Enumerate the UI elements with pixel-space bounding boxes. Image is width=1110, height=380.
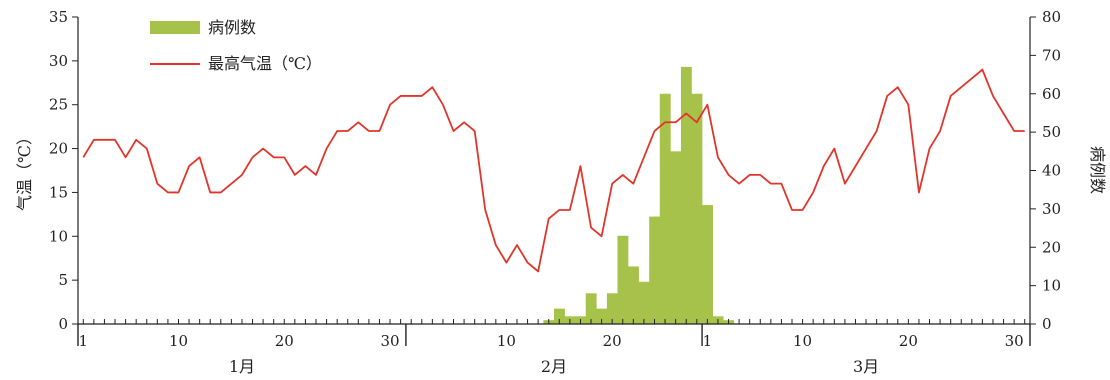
case-bar bbox=[585, 293, 597, 324]
month-label: 2月 bbox=[541, 357, 567, 376]
left-tick-label: 25 bbox=[49, 96, 68, 114]
axes: 0 5 10 15 20 25 30 35 0 10 20 30 40 50 60 70 80 气温（℃） 病例数 1… bbox=[15, 8, 1107, 376]
right-axis-title: 病例数 bbox=[1088, 146, 1107, 194]
day-tick-label: 1 bbox=[79, 332, 89, 350]
right-tick-label: 80 bbox=[1042, 8, 1061, 26]
day-tick-label: 20 bbox=[603, 332, 622, 350]
right-tick-label: 50 bbox=[1042, 123, 1061, 141]
left-tick-label: 0 bbox=[58, 315, 68, 333]
right-tick-label: 10 bbox=[1042, 277, 1061, 295]
case-bar bbox=[628, 266, 639, 324]
left-tick-label: 20 bbox=[49, 140, 68, 158]
day-tick-label: 10 bbox=[497, 332, 516, 350]
legend-bar-label: 病例数 bbox=[208, 18, 256, 37]
day-tick-label: 20 bbox=[275, 332, 294, 350]
left-tick-label: 15 bbox=[49, 183, 68, 201]
max-temperature-line bbox=[82, 68, 1025, 273]
day-tick-label: 20 bbox=[899, 332, 918, 350]
temperature-line bbox=[82, 68, 1025, 273]
month-label: 3月 bbox=[853, 357, 879, 376]
day-tick-label: 10 bbox=[793, 332, 812, 350]
left-tick-label: 5 bbox=[58, 271, 68, 289]
right-tick-label: 20 bbox=[1042, 238, 1061, 256]
right-tick-label: 40 bbox=[1042, 162, 1061, 180]
case-bar bbox=[702, 205, 713, 324]
left-tick-label: 10 bbox=[49, 227, 68, 245]
right-tick-label: 60 bbox=[1042, 85, 1061, 103]
case-bar bbox=[659, 93, 671, 324]
day-tick-label: 10 bbox=[169, 332, 188, 350]
right-tick-label: 0 bbox=[1042, 315, 1052, 333]
day-tick-label: 1 bbox=[703, 332, 713, 350]
case-bar bbox=[691, 93, 703, 324]
left-tick-label: 35 bbox=[49, 8, 68, 26]
case-count-bars bbox=[543, 66, 735, 324]
legend-line-label: 最高气温（℃） bbox=[208, 54, 322, 73]
case-bar bbox=[596, 308, 608, 324]
case-bar bbox=[680, 66, 692, 324]
case-bar bbox=[649, 216, 661, 324]
case-bar bbox=[617, 235, 629, 324]
case-bar bbox=[606, 293, 618, 324]
day-tick-label: 30 bbox=[1005, 332, 1024, 350]
day-tick-label: 30 bbox=[380, 332, 399, 350]
case-bar bbox=[638, 281, 650, 324]
left-axis-title: 气温（℃） bbox=[15, 129, 34, 211]
case-bar bbox=[670, 151, 682, 324]
case-bar bbox=[554, 308, 565, 324]
left-tick-label: 30 bbox=[49, 52, 68, 70]
legend-bar-swatch bbox=[150, 21, 200, 34]
right-tick-label: 30 bbox=[1042, 200, 1061, 218]
right-tick-label: 70 bbox=[1042, 46, 1061, 64]
month-label: 1月 bbox=[229, 357, 255, 376]
